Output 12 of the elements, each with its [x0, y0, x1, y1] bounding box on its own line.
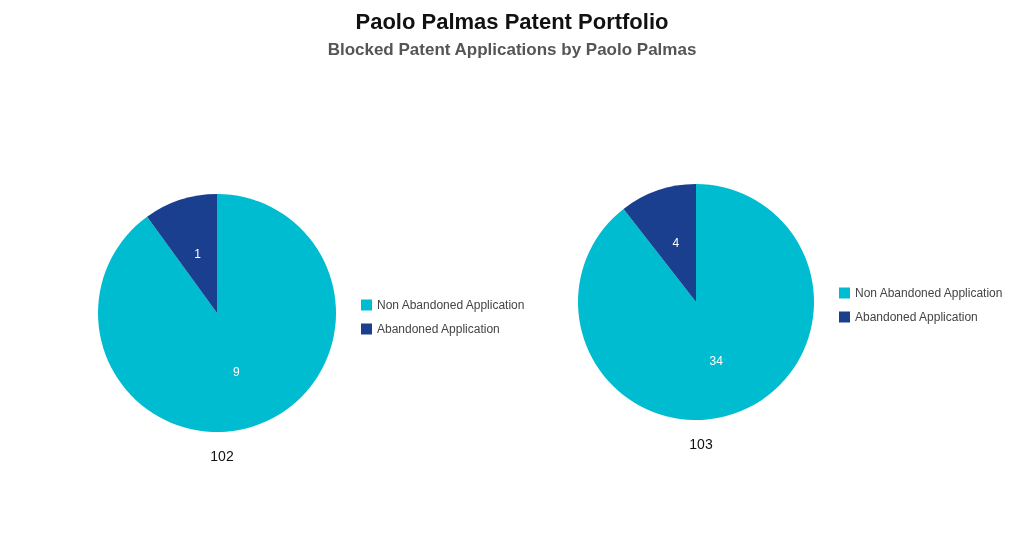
data-label: 9 [232, 365, 240, 380]
legend-label: Non Abandoned Application [377, 298, 525, 312]
legend-label: Abandoned Application [855, 310, 978, 324]
data-label: 34 [709, 353, 724, 368]
legend-label: Abandoned Application [377, 322, 500, 336]
data-label: 4 [672, 236, 680, 251]
chart-subtitle: Blocked Patent Applications by Paolo Palmas [326, 39, 698, 61]
text: 103 [689, 436, 713, 452]
chart-title: Paolo Palmas Patent Portfolio [354, 8, 670, 36]
legend-label: Non Abandoned Application [855, 286, 1003, 300]
data-label: 1 [194, 246, 202, 261]
text: 102 [210, 448, 234, 464]
